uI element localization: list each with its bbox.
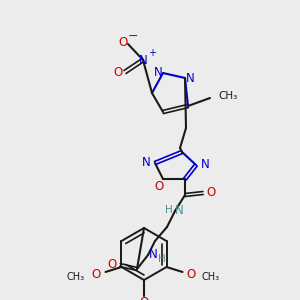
Text: N: N (201, 158, 209, 172)
Text: N: N (142, 157, 150, 169)
Text: N: N (148, 248, 158, 262)
Text: O: O (186, 268, 195, 281)
Text: N: N (175, 203, 183, 217)
Text: H: H (165, 205, 173, 215)
Text: CH₃: CH₃ (202, 272, 220, 282)
Text: O: O (92, 268, 101, 281)
Text: N: N (186, 71, 194, 85)
Text: N: N (139, 55, 147, 68)
Text: O: O (140, 296, 148, 300)
Text: N: N (154, 67, 162, 80)
Text: CH₃: CH₃ (218, 91, 237, 101)
Text: H: H (158, 254, 166, 264)
Text: O: O (107, 257, 117, 271)
Text: O: O (206, 187, 216, 200)
Text: CH₃: CH₃ (66, 272, 85, 282)
Text: O: O (118, 37, 127, 50)
Text: O: O (113, 67, 123, 80)
Text: O: O (154, 181, 164, 194)
Text: +: + (148, 48, 156, 58)
Text: −: − (128, 29, 138, 43)
